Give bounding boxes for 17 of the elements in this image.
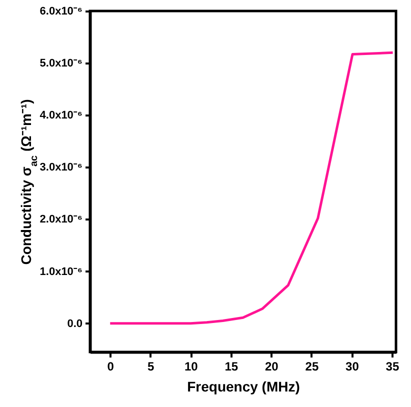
- y-tick-label: 4.0x10⁻⁶: [40, 110, 82, 122]
- x-axis-title: Frequency (MHz): [187, 378, 300, 394]
- y-tick-label: 3.0x10⁻⁶: [40, 162, 82, 174]
- x-tick-label: 20: [265, 360, 279, 374]
- x-tick-label: 0: [107, 360, 114, 374]
- x-tick-label: 10: [184, 360, 198, 374]
- x-tick-label: 15: [224, 360, 238, 374]
- y-tick-label: 5.0x10⁻⁶: [40, 58, 82, 70]
- x-tick-label: 35: [386, 360, 400, 374]
- y-tick-label: 2.0x10⁻⁶: [40, 214, 82, 226]
- y-tick-label: 0.0: [67, 318, 82, 330]
- x-tick-label: 25: [305, 360, 319, 374]
- line-series: [108, 51, 394, 325]
- x-tick-label: 30: [346, 360, 360, 374]
- y-tick-label: 6.0x10⁻⁶: [40, 6, 82, 18]
- x-tick-label: 5: [148, 360, 155, 374]
- y-tick-label: 1.0x10⁻⁶: [40, 266, 82, 278]
